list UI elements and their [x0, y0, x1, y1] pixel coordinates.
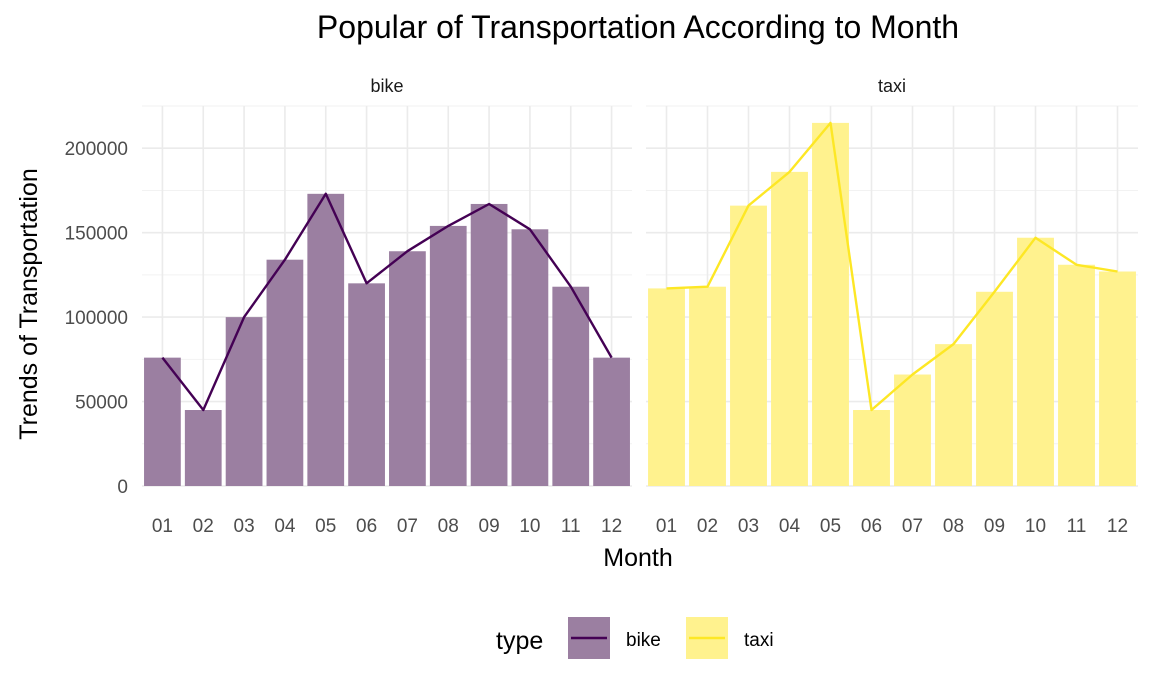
bar-bike-08	[429, 225, 467, 486]
x-tick-label: 11	[1067, 516, 1087, 537]
legend-key-bike: bike	[568, 617, 661, 659]
x-tick-label: 03	[738, 516, 759, 537]
bar-taxi-05	[812, 122, 849, 486]
legend: type bike taxi	[496, 617, 774, 659]
x-tick-label: 02	[193, 516, 214, 537]
bar-bike-10	[511, 229, 549, 487]
bar-taxi-08	[935, 344, 972, 486]
x-tick-label: 09	[479, 516, 500, 537]
y-tick-label: 0	[117, 477, 128, 498]
x-axis-title: Month	[603, 544, 672, 572]
bar-taxi-07	[894, 374, 931, 486]
bar-taxi-04	[771, 171, 808, 486]
legend-title: type	[496, 627, 543, 655]
bar-bike-04	[266, 259, 304, 486]
bar-taxi-10	[1017, 237, 1054, 486]
x-tick-label: 12	[1107, 516, 1128, 537]
bar-bike-07	[389, 251, 426, 486]
chart-title: Popular of Transportation According to M…	[317, 9, 959, 45]
bar-bike-01	[144, 357, 181, 486]
bar-bike-12	[593, 357, 630, 486]
x-tick-label: 09	[984, 516, 1005, 537]
x-tick-label: 03	[234, 516, 255, 537]
x-tick-label: 07	[397, 516, 418, 537]
x-tick-label: 05	[315, 516, 336, 537]
x-tick-label: 01	[656, 516, 677, 537]
bar-bike-05	[307, 193, 345, 487]
y-tick-label: 50000	[75, 393, 128, 414]
bar-taxi-01	[648, 288, 685, 486]
legend-key-taxi: taxi	[686, 617, 774, 659]
facet-label-taxi: taxi	[878, 76, 906, 96]
bar-bike-03	[225, 317, 263, 486]
x-tick-label: 12	[601, 516, 622, 537]
bar-taxi-09	[976, 291, 1013, 486]
y-tick-label: 150000	[65, 224, 128, 245]
x-tick-label: 02	[697, 516, 718, 537]
x-tick-label: 10	[519, 516, 540, 537]
bar-bike-09	[470, 203, 508, 486]
line-bike	[161, 192, 613, 412]
x-tick-label: 05	[820, 516, 841, 537]
x-tick-label: 11	[561, 516, 581, 537]
x-tick-label: 08	[438, 516, 459, 537]
y-tick-label: 200000	[65, 139, 128, 160]
x-tick-label: 07	[902, 516, 923, 537]
bar-bike-02	[184, 410, 222, 486]
bar-taxi-03	[730, 205, 767, 486]
x-tick-label: 01	[152, 516, 173, 537]
y-tick-label: 100000	[65, 308, 128, 329]
line-taxi	[666, 121, 1118, 412]
facet-panels: 0 50000 100000 150000 200000 bike 01 02 03 04 05 06…	[65, 76, 1138, 537]
x-tick-label: 04	[274, 516, 296, 537]
bar-taxi-11	[1058, 264, 1095, 486]
bar-taxi-06	[853, 410, 890, 486]
bar-taxi-02	[689, 286, 726, 486]
x-tick-label: 08	[943, 516, 964, 537]
bar-bike-06	[348, 283, 385, 486]
x-tick-label: 10	[1025, 516, 1046, 537]
facet-panel-taxi: taxi 01 02 03 04 05 06 07 08 09 10 11 12	[646, 76, 1138, 537]
bar-taxi-12	[1099, 271, 1136, 486]
x-tick-label: 06	[861, 516, 882, 537]
x-tick-label: 06	[356, 516, 377, 537]
facet-label-bike: bike	[370, 76, 403, 96]
facet-panel-bike: bike 01 02 03 04 05 06 07 08 09 10 11 12	[142, 76, 632, 537]
legend-label-taxi: taxi	[744, 630, 774, 651]
bar-bike-11	[552, 286, 590, 486]
legend-label-bike: bike	[626, 630, 661, 651]
x-tick-label: 04	[779, 516, 801, 537]
y-axis-title: Trends of Transportation	[15, 168, 43, 439]
